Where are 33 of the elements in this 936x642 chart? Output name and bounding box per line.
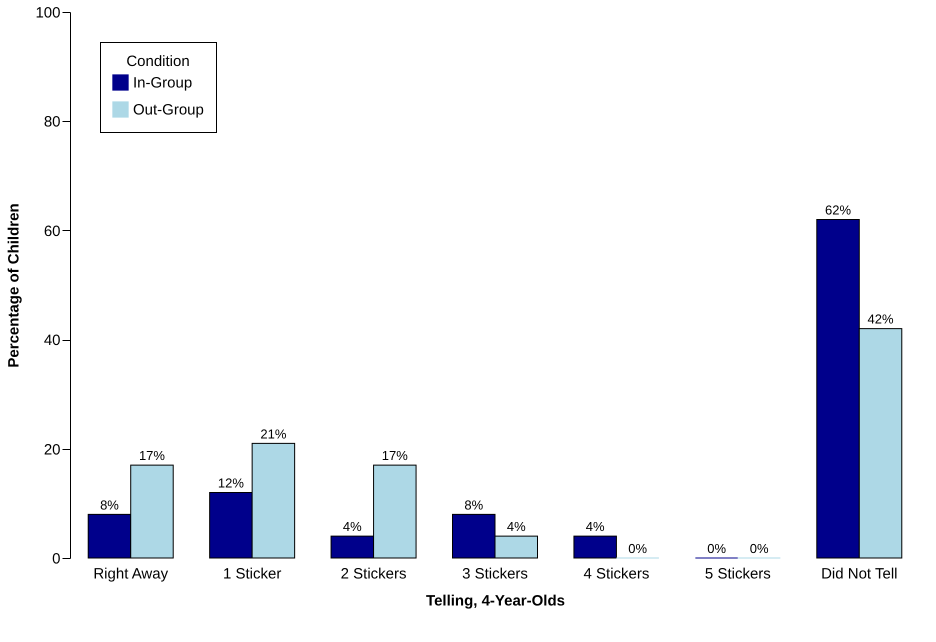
data-label: 4% [586, 519, 606, 534]
y-tick-label: 100 [35, 4, 60, 22]
y-tick-label: 40 [44, 332, 60, 350]
x-tick-label: Right Away [93, 566, 169, 582]
x-tick-label: 3 Stickers [462, 566, 528, 582]
legend-label: In-Group [133, 74, 192, 92]
data-label: 4% [506, 519, 526, 534]
y-tick-label: 60 [44, 222, 60, 240]
x-tick-label: 2 Stickers [340, 566, 406, 582]
y-tick-label: 0 [52, 550, 60, 568]
data-label: 0% [628, 541, 648, 556]
data-label: 17% [138, 448, 166, 464]
data-label: 42% [868, 312, 894, 327]
data-label: 8% [464, 497, 484, 512]
x-axis-title: Telling, 4-Year-Olds [426, 592, 565, 610]
x-tick-label: 1 Sticker [222, 566, 282, 582]
x-tick-label: 5 Stickers [704, 566, 771, 582]
data-label: 12% [218, 475, 244, 490]
y-axis-title: Percentage of Children [5, 203, 22, 368]
x-tick-label: Did Not Tell [821, 566, 898, 582]
data-label: 4% [342, 519, 362, 534]
data-label: 8% [100, 497, 120, 512]
x-tick-label: 4 Stickers [584, 566, 650, 582]
y-tick-label: 80 [44, 114, 60, 131]
data-label: 62% [825, 202, 852, 218]
data-label: 0% [707, 541, 726, 556]
data-label: 0% [750, 541, 769, 556]
data-label: 21% [260, 426, 287, 442]
bar [573, 536, 617, 558]
legend-title: Condition [126, 53, 190, 70]
legend-label: Out-Group [133, 102, 204, 118]
y-tick-label: 20 [44, 441, 60, 458]
data-label: 17% [382, 448, 408, 464]
